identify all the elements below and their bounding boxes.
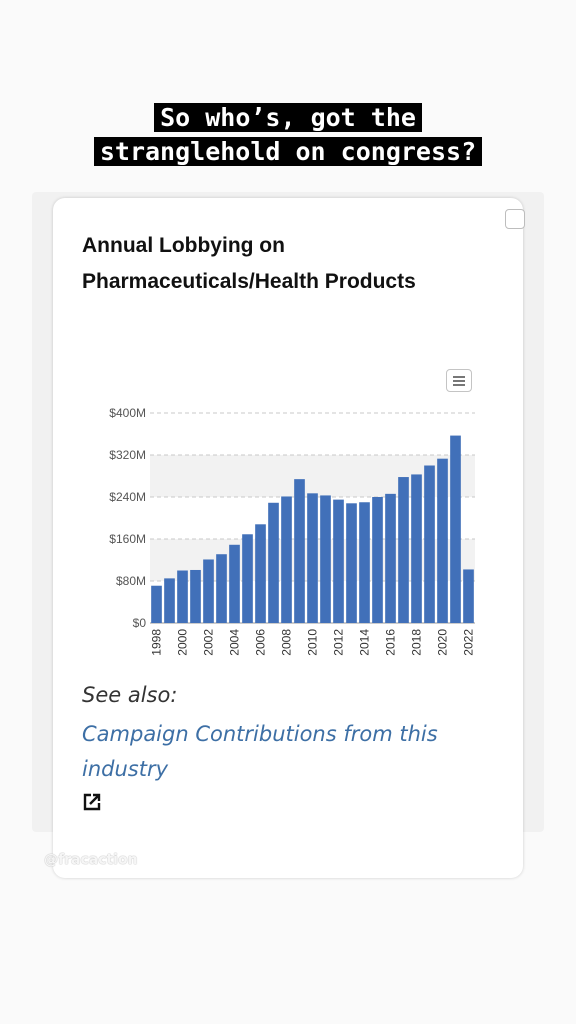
bar-2019 xyxy=(424,465,435,623)
bar-2007 xyxy=(268,502,279,623)
x-tick-label: 2016 xyxy=(384,629,398,656)
bar-2013 xyxy=(346,503,357,623)
caption-line-1: So who’s, got the xyxy=(0,103,576,133)
bar-2016 xyxy=(385,493,396,623)
external-link-icon[interactable] xyxy=(83,793,101,811)
hamburger-menu-icon[interactable] xyxy=(446,369,472,392)
watermark: @fracaction xyxy=(44,852,138,868)
bar-2008 xyxy=(281,496,292,623)
campaign-contributions-link[interactable]: Campaign Contributions from this industr… xyxy=(82,722,438,781)
bar-2020 xyxy=(437,458,448,623)
bar-2009 xyxy=(294,479,305,623)
x-tick-label: 2006 xyxy=(254,629,268,656)
bar-2012 xyxy=(333,499,344,623)
bar-2003 xyxy=(216,554,227,623)
bar-2017 xyxy=(398,477,409,623)
bar-2006 xyxy=(255,524,266,623)
bar-2001 xyxy=(190,569,201,623)
x-tick-label: 2008 xyxy=(280,629,294,656)
bar-2021 xyxy=(450,435,461,623)
x-tick-label: 1998 xyxy=(150,629,164,656)
x-tick-label: 2000 xyxy=(176,629,190,656)
bar-2014 xyxy=(359,502,370,623)
y-tick-label: $0 xyxy=(133,616,147,630)
x-tick-label: 2012 xyxy=(332,629,346,656)
bar-2000 xyxy=(177,570,188,623)
x-tick-label: 2020 xyxy=(436,629,450,656)
bar-1998 xyxy=(151,585,162,623)
bar-2011 xyxy=(320,495,331,623)
y-tick-label: $400M xyxy=(109,406,146,420)
x-tick-label: 2010 xyxy=(306,629,320,656)
bar-chart: $0 $80M $160M $240M $320M $400M 1998 2000 2002 20… xyxy=(109,406,476,656)
y-tick-label: $240M xyxy=(109,490,146,504)
y-tick-label: $320M xyxy=(109,448,146,462)
y-tick-label: $80M xyxy=(116,574,146,588)
bar-2015 xyxy=(372,497,383,623)
bar-1999 xyxy=(164,578,175,623)
bar-2002 xyxy=(203,559,214,623)
bar-2005 xyxy=(242,534,253,623)
chart-title: Annual Lobbying on Pharmaceuticals/Healt… xyxy=(82,234,416,293)
x-tick-label: 2002 xyxy=(202,629,216,656)
corner-checkbox[interactable] xyxy=(505,209,525,229)
x-tick-label: 2004 xyxy=(228,629,242,656)
see-also-label: See also: xyxy=(82,683,178,707)
bar-2010 xyxy=(307,493,318,623)
y-tick-label: $160M xyxy=(109,532,146,546)
x-tick-label: 2014 xyxy=(358,629,372,656)
bar-2018 xyxy=(411,474,422,623)
x-tick-label: 2018 xyxy=(410,629,424,656)
bar-2022 xyxy=(463,569,474,623)
bar-2004 xyxy=(229,544,240,623)
caption-line-2: stranglehold on congress? xyxy=(0,137,576,167)
x-tick-label: 2022 xyxy=(462,629,476,656)
